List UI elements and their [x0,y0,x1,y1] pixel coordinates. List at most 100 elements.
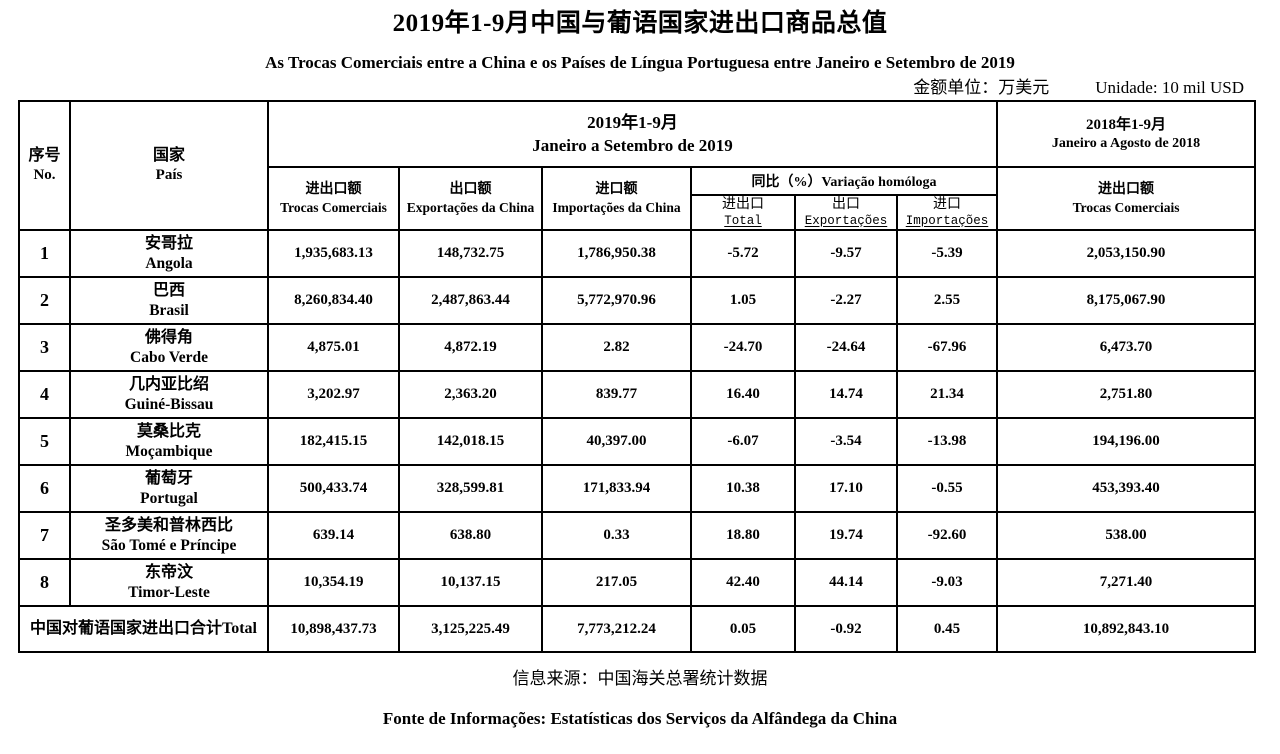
report-title-pt: As Trocas Comerciais entre a China e os … [265,53,1015,72]
row-number: 4 [18,370,71,419]
trade-value: 500,433.74 [267,464,400,513]
total-exports-value: 3,125,225.49 [398,605,543,653]
country-cell: 东帝汶 Timor-Leste [69,558,269,607]
row-number: 6 [18,464,71,513]
table-row: 7 圣多美和普林西比 São Tomé e Príncipe 639.14 63… [18,511,1257,560]
exports-value: 2,363.20 [398,370,543,419]
col-header-exports-cn: 出口额 [449,182,492,197]
trade-value: 1,935,683.13 [267,229,400,278]
yoy-exports-value: 17.10 [794,464,898,513]
imports-value: 2.82 [541,323,692,372]
yoy-total-value: 42.40 [690,558,796,607]
yoy-exports-value: -24.64 [794,323,898,372]
yoy-exports-value: 14.74 [794,370,898,419]
total-imports-value: 7,773,212.24 [541,605,692,653]
exports-value: 328,599.81 [398,464,543,513]
col-header-exports-pt: Exportações da China [406,200,535,215]
trade-2018-value: 2,751.80 [996,370,1257,419]
imports-value: 839.77 [541,370,692,419]
country-name-pt: Cabo Verde [130,349,208,366]
col-header-trade-2018-pt: Trocas Comerciais [1072,200,1180,215]
period-2019-cn: 2019年1-9月 [587,113,678,132]
trade-value: 3,202.97 [267,370,400,419]
row-number: 3 [18,323,71,372]
source-pt: Fonte de Informações: Estatísticas dos S… [382,709,898,728]
col-header-period-2018: 2018年1-9月 Janeiro a Agosto de 2018 [996,100,1257,168]
yoy-imports-value: -0.55 [895,464,999,513]
col-header-country: 国家 País [69,100,269,231]
country-name-cn: 安哥拉 [144,235,193,252]
table-row: 3 佛得角 Cabo Verde 4,875.01 4,872.19 2.82 … [18,323,1257,372]
country-cell: 几内亚比绍 Guiné-Bissau [69,370,269,419]
country-name-pt: Angola [145,255,193,272]
country-name-cn: 巴西 [152,282,185,299]
col-header-yoy-imports: 进口 Importações [895,194,999,231]
yoy-total-value: 1.05 [690,276,796,325]
col-header-country-cn: 国家 [152,147,185,164]
country-name-cn: 莫桑比克 [136,423,201,440]
imports-value: 0.33 [541,511,692,560]
yoy-imports-value: -67.96 [895,323,999,372]
total-yoy-imports-value: 0.45 [895,605,999,653]
col-header-yoy-exports: 出口 Exportações [794,194,898,231]
country-cell: 莫桑比克 Moçambique [69,417,269,466]
trade-value: 10,354.19 [267,558,400,607]
yoy-total-pt: Total [724,214,762,228]
total-yoy-total-value: 0.05 [690,605,796,653]
yoy-total-value: -5.72 [690,229,796,278]
period-2018-cn: 2018年1-9月 [1086,117,1167,133]
yoy-imports-value: -9.03 [895,558,999,607]
row-number: 5 [18,417,71,466]
table-row: 8 东帝汶 Timor-Leste 10,354.19 10,137.15 21… [18,558,1257,607]
country-name-cn: 佛得角 [144,329,193,346]
yoy-total-value: -24.70 [690,323,796,372]
row-number: 1 [18,229,71,278]
country-name-cn: 几内亚比绍 [128,376,209,393]
row-number: 2 [18,276,71,325]
unit-label-en: Unidade: 10 mil USD [1095,78,1244,97]
imports-value: 5,772,970.96 [541,276,692,325]
row-number: 7 [18,511,71,560]
table-row: 6 葡萄牙 Portugal 500,433.74 328,599.81 171… [18,464,1257,513]
country-cell: 佛得角 Cabo Verde [69,323,269,372]
trade-value: 639.14 [267,511,400,560]
report-title-cn: 2019年1-9月中国与葡语国家进出口商品总值 [392,10,888,37]
col-header-no: 序号 No. [18,100,71,231]
yoy-total-value: -6.07 [690,417,796,466]
yoy-imports-value: -92.60 [895,511,999,560]
imports-value: 1,786,950.38 [541,229,692,278]
col-header-trade: 进出口额 Trocas Comerciais [267,166,400,231]
country-name-pt: Brasil [149,302,189,319]
col-header-trade-2018-cn: 进出口额 [1098,182,1155,197]
country-cell: 圣多美和普林西比 São Tomé e Príncipe [69,511,269,560]
col-header-yoy-total: 进出口 Total [690,194,796,231]
col-header-exports: 出口额 Exportações da China [398,166,543,231]
trade-2018-value: 2,053,150.90 [996,229,1257,278]
country-cell: 安哥拉 Angola [69,229,269,278]
yoy-exports-value: 19.74 [794,511,898,560]
yoy-total-cn: 进出口 [722,197,764,212]
period-2018-pt: Janeiro a Agosto de 2018 [1051,136,1201,151]
country-name-pt: São Tomé e Príncipe [101,537,237,554]
table-row: 2 巴西 Brasil 8,260,834.40 2,487,863.44 5,… [18,276,1257,325]
trade-2018-value: 6,473.70 [996,323,1257,372]
yoy-total-value: 16.40 [690,370,796,419]
col-header-imports-cn: 进口额 [595,182,638,197]
col-header-imports-pt: Importações da China [552,200,681,215]
trade-value: 8,260,834.40 [267,276,400,325]
total-row: 中国对葡语国家进出口合计Total 10,898,437.73 3,125,22… [18,605,1257,653]
total-trade-2018-value: 10,892,843.10 [996,605,1257,653]
yoy-exports-cn: 出口 [832,197,860,212]
trade-2018-value: 7,271.40 [996,558,1257,607]
trade-2018-value: 538.00 [996,511,1257,560]
country-cell: 葡萄牙 Portugal [69,464,269,513]
table-row: 1 安哥拉 Angola 1,935,683.13 148,732.75 1,7… [18,229,1257,278]
period-2019-pt: Janeiro a Setembro de 2019 [532,136,733,155]
exports-value: 638.80 [398,511,543,560]
total-trade-value: 10,898,437.73 [267,605,400,653]
imports-value: 171,833.94 [541,464,692,513]
country-name-cn: 圣多美和普林西比 [104,517,233,534]
yoy-imports-value: 21.34 [895,370,999,419]
table-row: 5 莫桑比克 Moçambique 182,415.15 142,018.15 … [18,417,1257,466]
col-header-yoy: 同比（%）Variação homóloga [689,166,999,196]
